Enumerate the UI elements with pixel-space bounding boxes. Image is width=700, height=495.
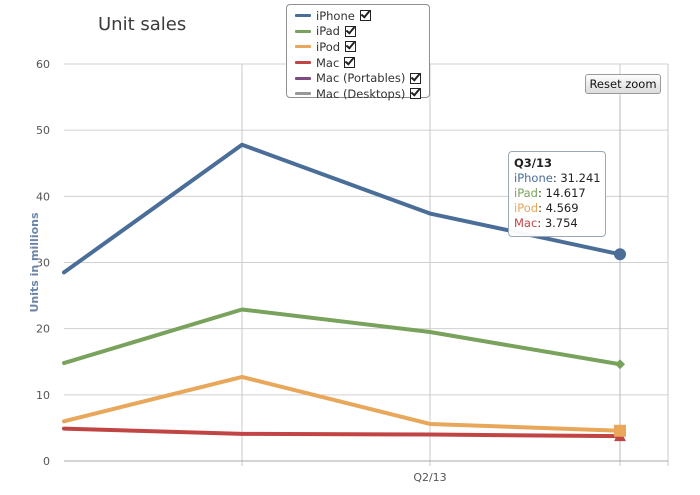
tooltip-label-mac: Mac xyxy=(514,216,538,230)
y-tick-label: 10 xyxy=(36,389,50,402)
tooltip-value-iphone: 31.241 xyxy=(560,171,601,185)
legend-item-ipod[interactable]: iPod xyxy=(295,39,429,55)
tooltip-label-ipod: iPod xyxy=(514,201,539,215)
data-tooltip: Q3/13 iPhone: 31.241 iPad: 14.617 iPod: … xyxy=(508,151,606,237)
tooltip-row-iphone: iPhone: 31.241 xyxy=(514,171,601,185)
series-line-ipad xyxy=(62,307,622,367)
legend-item-ipad[interactable]: iPad xyxy=(295,24,429,40)
data-point-ipod xyxy=(614,424,626,437)
y-tick-label: 30 xyxy=(36,257,50,270)
legend-swatch-mac-portables xyxy=(295,76,311,80)
checkbox-icon[interactable] xyxy=(410,72,422,84)
checkbox-icon[interactable] xyxy=(344,25,356,37)
legend-swatch-mac xyxy=(295,61,311,65)
x-tick-label: Q2/13 xyxy=(413,471,446,484)
legend-item-mac[interactable]: Mac xyxy=(295,55,429,71)
series-markers xyxy=(614,248,626,442)
y-tick-label: 40 xyxy=(36,190,50,203)
legend-swatch-ipad xyxy=(295,29,311,33)
y-axis-title: Units in millions xyxy=(28,212,41,313)
series-line-mac xyxy=(62,426,622,439)
legend-item-mac-portables[interactable]: Mac (Portables) xyxy=(295,70,429,86)
chart-title: Unit sales xyxy=(98,14,187,35)
y-tick-label: 50 xyxy=(36,124,50,137)
legend-label-ipod: iPod xyxy=(316,39,341,54)
legend: iPhone iPad iPod Mac Mac (Portables) Mac… xyxy=(286,4,430,101)
checkbox-icon[interactable] xyxy=(410,88,422,100)
legend-swatch-ipod xyxy=(295,45,311,49)
y-tick-label: 60 xyxy=(36,58,50,71)
legend-label-mac-portables: Mac (Portables) xyxy=(316,71,406,86)
checkbox-icon[interactable] xyxy=(345,41,357,53)
tooltip-title: Q3/13 xyxy=(514,156,552,170)
legend-item-mac-desktops[interactable]: Mac (Desktops) xyxy=(295,86,429,102)
series-line-ipod xyxy=(62,374,622,433)
tooltip-label-iphone: iPhone xyxy=(514,171,553,185)
legend-label-iphone: iPhone xyxy=(316,8,355,23)
data-point-ipad xyxy=(615,359,625,370)
y-tick-label: 0 xyxy=(43,455,50,468)
tooltip-value-ipod: 4.569 xyxy=(545,201,579,215)
gridlines xyxy=(64,63,669,466)
axes: 0 10 20 30 40 50 60 Q2/13 Units in millions xyxy=(28,58,668,484)
tooltip-row-mac: Mac: 3.754 xyxy=(514,216,578,230)
legend-swatch-mac-desktops xyxy=(295,92,311,96)
legend-label-mac: Mac xyxy=(316,55,340,70)
checkbox-icon[interactable] xyxy=(359,10,371,22)
tooltip-value-mac: 3.754 xyxy=(544,216,578,230)
legend-label-mac-desktops: Mac (Desktops) xyxy=(316,86,406,101)
legend-label-ipad: iPad xyxy=(316,24,340,39)
checkbox-icon[interactable] xyxy=(344,57,356,69)
tooltip-label-ipad: iPad xyxy=(514,186,538,200)
tooltip-row-ipod: iPod: 4.569 xyxy=(514,201,579,215)
legend-swatch-iphone xyxy=(295,14,311,18)
data-point-iphone xyxy=(614,248,626,261)
y-tick-label: 20 xyxy=(36,323,50,336)
legend-item-iphone[interactable]: iPhone xyxy=(295,8,429,24)
tooltip-value-ipad: 14.617 xyxy=(545,186,586,200)
reset-zoom-button[interactable]: Reset zoom xyxy=(585,74,661,94)
tooltip-row-ipad: iPad: 14.617 xyxy=(514,186,586,200)
